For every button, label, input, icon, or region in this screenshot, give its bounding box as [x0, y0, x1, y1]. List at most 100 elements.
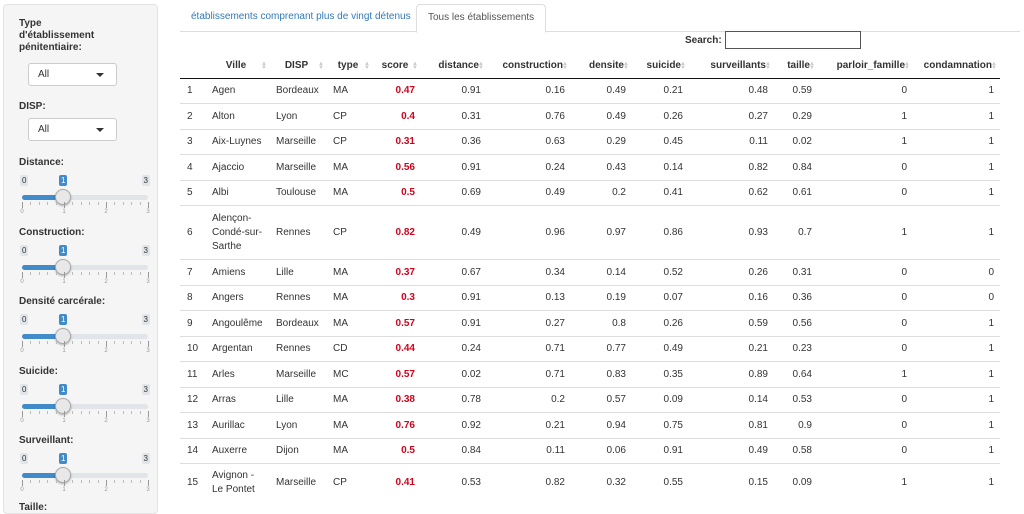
cell-densite: 0.29 — [571, 128, 632, 155]
cell-condamnation: 1 — [913, 128, 1000, 155]
taille-label: Taille: — [19, 502, 48, 513]
row-index: 11 — [180, 361, 206, 387]
sort-icon: ▲ ▼ — [261, 61, 267, 71]
slider-tick — [114, 272, 116, 275]
column-header-suicide[interactable]: suicide ▲ ▼ — [632, 54, 689, 79]
slider-handle[interactable] — [55, 189, 71, 205]
slider-tick — [114, 202, 116, 205]
cell-construction: 0.71 — [487, 335, 571, 362]
cell-densite: 0.83 — [571, 361, 632, 387]
slider-handle[interactable] — [55, 259, 71, 275]
slider-ticks — [22, 272, 149, 278]
column-header-distance[interactable]: distance ▲ ▼ — [421, 54, 487, 79]
cell-construction: 0.11 — [487, 437, 571, 464]
cell-taille: 0.53 — [774, 386, 818, 413]
range-slider[interactable]: 0 3 1 0 1 2 3 — [19, 175, 151, 221]
slider-tick — [30, 272, 32, 275]
slider-tick — [80, 411, 82, 414]
table-row[interactable]: 11 Arles Marseille MC 0.57 0.02 0.71 0.83 0.35 0.… — [180, 361, 1000, 387]
table-row[interactable]: 15 Avignon - Le Pontet Marseille CP 0.41 0.53… — [180, 463, 1000, 503]
slider-track[interactable] — [22, 334, 148, 339]
slider-track[interactable] — [22, 195, 148, 200]
range-slider[interactable]: 0 3 1 0 1 2 3 — [19, 314, 151, 360]
column-header-type[interactable]: type ▲ ▼ — [327, 54, 373, 79]
cell-score: 0.57 — [373, 361, 421, 387]
slider-label: Construction: — [19, 227, 85, 238]
slider-handle[interactable] — [55, 467, 71, 483]
column-header-densite[interactable]: densite ▲ ▼ — [571, 54, 632, 79]
cell-suicide: 0.91 — [632, 437, 689, 464]
slider-tick — [114, 341, 116, 344]
cell-score: 0.41 — [373, 463, 421, 503]
cell-construction: 0.76 — [487, 103, 571, 129]
cell-disp: Lyon — [270, 103, 327, 129]
cell-distance: 0.31 — [421, 103, 487, 129]
range-slider[interactable]: 0 3 1 0 1 2 3 — [19, 384, 151, 430]
table-row[interactable]: 14 Auxerre Dijon MA 0.5 0.84 0.11 0.06 0.91 0.49 0… — [180, 437, 1000, 464]
table-row[interactable]: 9 Angoulême Bordeaux MA 0.57 0.91 0.27 0.8 0.26 0… — [180, 310, 1000, 336]
slider-tick-label: 3 — [146, 348, 150, 354]
sort-icon: ▲ ▼ — [478, 61, 484, 71]
slider-tick-label: 3 — [146, 418, 150, 424]
table-row[interactable]: 5 Albi Toulouse MA 0.5 0.69 0.49 0.2 0.41 0.62 0.6… — [180, 179, 1000, 206]
cell-type: MA — [327, 154, 373, 180]
table-row[interactable]: 2 Alton Lyon CP 0.4 0.31 0.76 0.49 0.26 0.27 0.29 1… — [180, 103, 1000, 129]
column-header-index[interactable] — [180, 54, 206, 79]
slider-tick — [47, 272, 49, 275]
table-row[interactable]: 6 Alençon-Condé-sur-Sarthe Rennes CP 0.82 0.4… — [180, 205, 1000, 260]
cell-ville: Aurillac — [206, 412, 270, 438]
slider-track[interactable] — [22, 265, 148, 270]
table-row[interactable]: 12 Arras Lille MA 0.38 0.78 0.2 0.57 0.09 0.14 0.5… — [180, 386, 1000, 413]
slider-tick-label: 2 — [104, 418, 108, 424]
sort-icon: ▲ ▼ — [765, 61, 771, 71]
table-row[interactable]: 13 Aurillac Lyon MA 0.76 0.92 0.21 0.94 0.75 0.81… — [180, 412, 1000, 438]
disp-label: DISP: — [19, 101, 46, 112]
table-row[interactable]: 7 Amiens Lille MA 0.37 0.67 0.34 0.14 0.52 0.26 0.… — [180, 259, 1000, 285]
slider-handle[interactable] — [55, 328, 71, 344]
slider-tick — [38, 202, 40, 205]
search-input[interactable] — [725, 31, 861, 49]
cell-disp: Dijon — [270, 437, 327, 464]
row-index: 14 — [180, 437, 206, 464]
disp-select[interactable]: All — [28, 118, 117, 141]
slider-label: Densité carcérale: — [19, 296, 106, 307]
cell-construction: 0.96 — [487, 205, 571, 260]
table-row[interactable]: 8 Angers Rennes MA 0.3 0.91 0.13 0.19 0.07 0.16 0.… — [180, 284, 1000, 311]
cell-parloir-famille: 1 — [818, 463, 913, 503]
tab-bar: établissements comprenant plus de vingt … — [180, 4, 1020, 33]
cell-condamnation: 1 — [913, 463, 1000, 503]
cell-parloir-famille: 0 — [818, 335, 913, 362]
column-header-score[interactable]: score ▲ ▼ — [373, 54, 421, 79]
column-header-construction[interactable]: construction ▲ ▼ — [487, 54, 571, 79]
tab-large-establishments[interactable]: établissements comprenant plus de vingt … — [191, 11, 411, 22]
type-select[interactable]: All — [28, 63, 117, 86]
column-header-parloir-famille[interactable]: parloir_famille ▲ ▼ — [818, 54, 913, 79]
cell-score: 0.38 — [373, 386, 421, 413]
table-row[interactable]: 3 Aix-Luynes Marseille CP 0.31 0.36 0.63 0.29 0.… — [180, 128, 1000, 155]
slider-ticks — [22, 202, 149, 208]
table-row[interactable]: 1 Agen Bordeaux MA 0.47 0.91 0.16 0.49 0.21 0.48 0… — [180, 77, 1000, 104]
cell-densite: 0.97 — [571, 205, 632, 260]
slider-tick — [131, 272, 133, 275]
column-header-disp[interactable]: DISP ▲ ▼ — [270, 54, 327, 79]
column-header-ville[interactable]: Ville ▲ ▼ — [206, 54, 270, 79]
tab-all-establishments[interactable]: Tous les établissements — [416, 4, 547, 33]
table-row[interactable]: 4 Ajaccio Marseille MA 0.56 0.91 0.24 0.43 0.14 0… — [180, 154, 1000, 180]
slider-track[interactable] — [22, 404, 148, 409]
cell-construction: 0.49 — [487, 179, 571, 206]
column-header-condamnation[interactable]: condamnation ▲ ▼ — [913, 54, 1000, 79]
slider-tick — [122, 272, 124, 275]
range-slider[interactable]: 0 3 1 0 1 2 3 — [19, 245, 151, 291]
column-header-taille[interactable]: taille ▲ ▼ — [774, 54, 818, 79]
column-header-surveillants[interactable]: surveillants ▲ ▼ — [689, 54, 774, 79]
table-row[interactable]: 10 Argentan Rennes CD 0.44 0.24 0.71 0.77 0.49 0.… — [180, 335, 1000, 362]
slider-track[interactable] — [22, 473, 148, 478]
slider-tick — [55, 480, 57, 483]
range-slider[interactable]: 0 3 1 0 1 2 3 — [19, 453, 151, 499]
row-index: 1 — [180, 77, 206, 104]
cell-condamnation: 1 — [913, 412, 1000, 438]
sort-icon: ▲ ▼ — [904, 61, 910, 71]
sort-icon: ▲ ▼ — [364, 61, 370, 71]
cell-type: MA — [327, 284, 373, 311]
slider-handle[interactable] — [55, 398, 71, 414]
